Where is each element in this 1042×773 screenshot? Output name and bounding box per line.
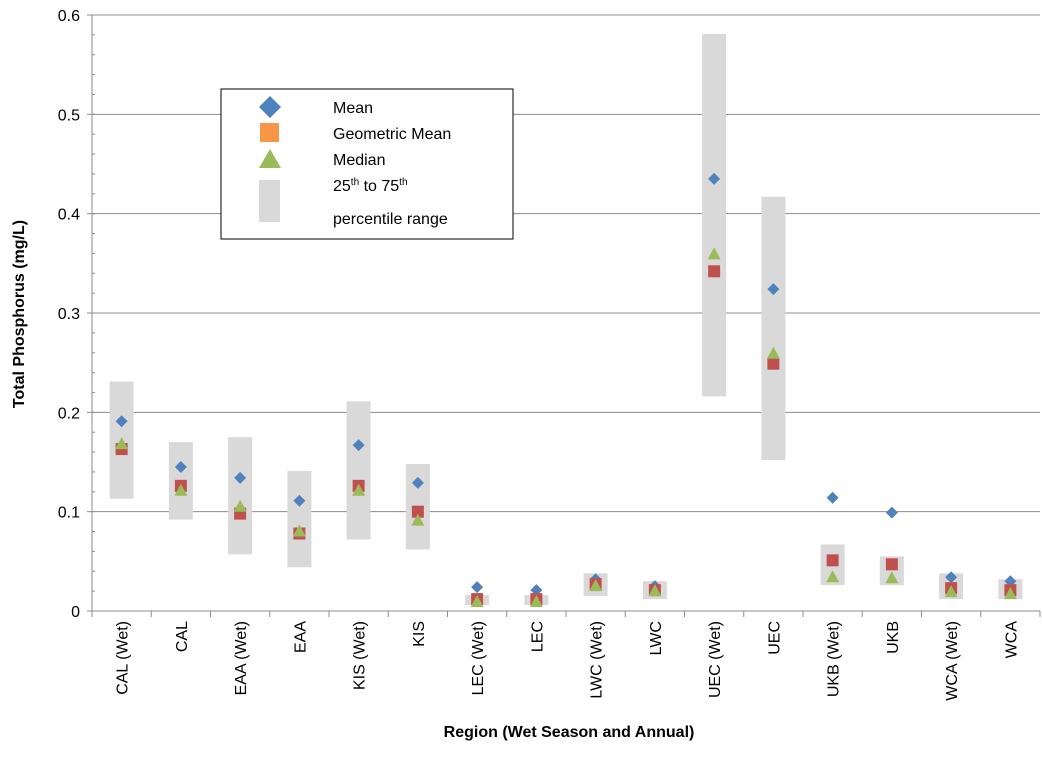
y-tick-label: 0.5 <box>58 107 80 124</box>
legend-label-median: Median <box>333 152 385 169</box>
mean-marker <box>886 507 898 519</box>
x-tick-label: EAA (Wet) <box>233 621 250 695</box>
mean-marker <box>827 492 839 504</box>
x-tick-label: WCA (Wet) <box>944 621 961 701</box>
legend-label-geometric-mean: Geometric Mean <box>333 126 451 143</box>
x-tick-label: KIS (Wet) <box>352 621 369 690</box>
y-tick-label: 0 <box>71 604 80 621</box>
x-tick-label: LWC <box>648 621 665 655</box>
geometric-mean-marker <box>767 358 779 370</box>
x-tick-label: WCA <box>1003 621 1020 659</box>
percentile-range-bar <box>347 401 371 539</box>
y-tick-label: 0.2 <box>58 405 80 422</box>
x-tick-label: CAL <box>174 621 191 652</box>
x-tick-labels: CAL (Wet) CAL EAA (Wet) EAA KIS (Wet) KIS LEC … <box>115 621 1021 701</box>
geometric-mean-marker <box>827 554 839 566</box>
geometric-mean-marker <box>708 265 720 277</box>
x-tick-label: LWC (Wet) <box>589 621 606 699</box>
legend-label-range-line2: percentile range <box>333 211 448 228</box>
legend-label-range-line1: 25th to 75th <box>333 177 408 195</box>
y-tick-label: 0.3 <box>58 306 80 323</box>
y-axis-title: Total Phosphorus (mg/L) <box>11 220 28 408</box>
x-tick-label: LEC <box>529 621 546 652</box>
x-axis-title: Region (Wet Season and Annual) <box>444 724 695 741</box>
percentile-range-bar <box>702 34 726 397</box>
x-tick-label: UKB <box>885 621 902 654</box>
x-tick-label: UEC <box>766 621 783 655</box>
legend-geometric-mean-square-icon <box>260 123 279 142</box>
y-tick-label: 0.4 <box>58 207 80 224</box>
mean-marker <box>471 581 483 593</box>
geometric-mean-marker <box>886 558 898 570</box>
x-tick-label: EAA <box>292 621 309 653</box>
y-tick-label: 0.6 <box>58 8 80 25</box>
x-tick-label: UEC (Wet) <box>707 621 724 698</box>
y-tick-labels: 0 0.1 0.2 0.3 0.4 0.5 0.6 <box>58 8 80 621</box>
x-tick-label: CAL (Wet) <box>115 621 132 695</box>
x-tick-label: UKB (Wet) <box>826 621 843 697</box>
legend: Mean Geometric Mean Median 25th to 75th … <box>221 89 513 239</box>
legend-label-mean: Mean <box>333 100 373 117</box>
percentile-range-bar <box>287 471 311 567</box>
percentile-range-bar <box>228 437 252 554</box>
x-tick-label: KIS <box>411 621 428 647</box>
y-tick-label: 0.1 <box>58 505 80 522</box>
percentile-range-bar <box>761 197 785 460</box>
x-tick-label: LEC (Wet) <box>470 621 487 695</box>
legend-range-bar-icon <box>259 180 280 222</box>
